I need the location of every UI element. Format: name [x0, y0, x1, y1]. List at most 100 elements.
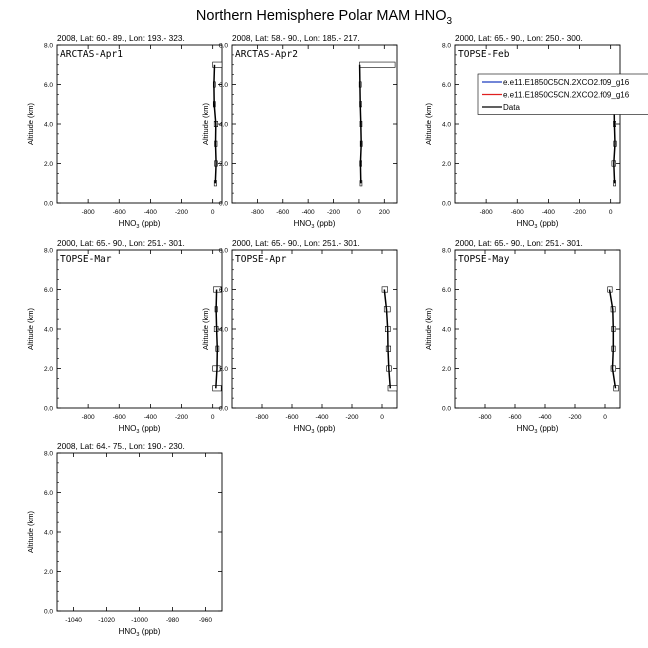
- y-tick-label: 2.0: [442, 366, 451, 373]
- y-tick-label: 6.0: [219, 287, 228, 294]
- x-tick-label: -800: [251, 209, 264, 216]
- panel-header: 2008, Lat: 58.- 90., Lon: 185.- 217.: [232, 33, 360, 43]
- y-axis-label: Altitude (km): [26, 102, 35, 145]
- plot-frame: [454, 44, 621, 204]
- x-tick-label: -800: [82, 414, 95, 421]
- panel-4: 2000, Lat: 65.- 90., Lon: 251.- 301. 0.0 2…: [26, 238, 223, 435]
- x-tick-label: -400: [302, 209, 315, 216]
- x-axis-label: HNO3 (ppb): [119, 627, 161, 638]
- x-tick-label: -600: [113, 209, 126, 216]
- x-axis-label: HNO3 (ppb): [294, 219, 336, 230]
- panel-2: 2008, Lat: 58.- 90., Lon: 185.- 217. 0.0 2…: [201, 33, 398, 230]
- data-box: [387, 385, 398, 392]
- y-tick-label: 6.0: [442, 82, 451, 89]
- x-tick-label: -200: [345, 414, 358, 421]
- y-axis-label: Altitude (km): [26, 510, 35, 553]
- y-tick-label: 2.0: [44, 366, 53, 373]
- data-profile-line: [383, 289, 392, 389]
- plot-frame: [56, 249, 223, 409]
- y-axis-label: Altitude (km): [424, 307, 433, 350]
- y-tick-label: 4.0: [44, 327, 53, 334]
- y-axis-label: Altitude (km): [201, 102, 210, 145]
- y-tick-label: 2.0: [44, 161, 53, 168]
- figure-title: Northern Hemisphere Polar MAM HNO3: [195, 8, 453, 27]
- x-tick-label: -600: [508, 414, 521, 421]
- campaign-label: TOPSE-Feb: [458, 49, 510, 60]
- plot-frame: [56, 452, 223, 612]
- y-tick-label: 0.0: [219, 406, 228, 413]
- panel-header: 2008, Lat: 60.- 89., Lon: 193.- 323.: [57, 33, 185, 43]
- panel-6: 2000, Lat: 65.- 90., Lon: 251.- 301. 0.0 2…: [424, 238, 621, 435]
- y-tick-label: 8.0: [44, 451, 53, 458]
- y-tick-label: 2.0: [442, 161, 451, 168]
- y-tick-label: 8.0: [44, 43, 53, 50]
- x-tick-label: -800: [255, 414, 268, 421]
- y-axis-label: Altitude (km): [201, 307, 210, 350]
- x-tick-label: -200: [573, 209, 586, 216]
- x-tick-label: -960: [199, 617, 212, 624]
- x-axis-label: HNO3 (ppb): [119, 219, 161, 230]
- y-tick-label: 6.0: [219, 82, 228, 89]
- x-tick-label: -200: [327, 209, 340, 216]
- x-tick-label: -1020: [98, 617, 115, 624]
- data-box: [359, 61, 396, 68]
- x-tick-label: 0: [211, 209, 215, 216]
- y-tick-label: 8.0: [219, 43, 228, 50]
- x-tick-label: 0: [357, 209, 361, 216]
- data-box: [213, 286, 222, 293]
- x-tick-label: -600: [276, 209, 289, 216]
- panel-7: 2008, Lat: 64.- 75., Lon: 190.- 230. 0.0 2…: [26, 441, 223, 638]
- y-tick-label: 6.0: [44, 287, 53, 294]
- y-tick-label: 8.0: [219, 248, 228, 255]
- y-tick-label: 0.0: [442, 406, 451, 413]
- legend-box: [477, 73, 648, 115]
- legend-label: Data: [503, 103, 520, 112]
- panel-header: 2000, Lat: 65.- 90., Lon: 251.- 301.: [455, 238, 583, 248]
- data-box: [212, 61, 223, 68]
- x-tick-label: -800: [478, 414, 491, 421]
- y-tick-label: 4.0: [219, 122, 228, 129]
- y-tick-label: 2.0: [44, 569, 53, 576]
- y-tick-label: 4.0: [44, 530, 53, 537]
- y-tick-label: 0.0: [442, 201, 451, 208]
- x-axis-label: HNO3 (ppb): [517, 219, 559, 230]
- x-axis-label: HNO3 (ppb): [119, 424, 161, 435]
- legend: e.e11.E1850C5CN.2XCO2.f09_g16 e.e11.E1850…: [477, 73, 648, 115]
- x-tick-label: 0: [211, 414, 215, 421]
- x-axis-label: HNO3 (ppb): [294, 424, 336, 435]
- campaign-label: ARCTAS-Apr1: [60, 49, 123, 60]
- y-tick-label: 8.0: [44, 248, 53, 255]
- x-axis-label: HNO3 (ppb): [517, 424, 559, 435]
- x-tick-label: -1000: [131, 617, 148, 624]
- legend-label: e.e11.E1850C5CN.2XCO2.f09_g16: [503, 78, 630, 87]
- campaign-label: TOPSE-Mar: [60, 254, 112, 265]
- panel-5: 2000, Lat: 65.- 90., Lon: 251.- 301. 0.0 2…: [201, 238, 398, 435]
- y-tick-label: 2.0: [219, 366, 228, 373]
- plot-frame: [231, 44, 398, 204]
- campaign-label: TOPSE-Apr: [235, 254, 287, 265]
- y-tick-label: 4.0: [44, 122, 53, 129]
- panel-header: 2000, Lat: 65.- 90., Lon: 251.- 301.: [232, 238, 360, 248]
- campaign-label: ARCTAS-Apr2: [235, 49, 298, 60]
- data-box: [212, 385, 222, 392]
- x-tick-label: -600: [511, 209, 524, 216]
- data-profile-line: [358, 64, 362, 184]
- y-tick-label: 4.0: [219, 327, 228, 334]
- x-tick-label: -400: [144, 209, 157, 216]
- x-tick-label: 200: [379, 209, 390, 216]
- y-tick-label: 0.0: [44, 609, 53, 616]
- panel-header: 2000, Lat: 65.- 90., Lon: 251.- 301.: [57, 238, 185, 248]
- plot-frame: [231, 249, 398, 409]
- x-tick-label: 0: [609, 209, 613, 216]
- y-tick-label: 6.0: [442, 287, 451, 294]
- y-tick-label: 0.0: [219, 201, 228, 208]
- x-tick-label: -800: [480, 209, 493, 216]
- legend-label: e.e11.E1850C5CN.2XCO2.f09_g16: [503, 91, 630, 100]
- y-tick-label: 4.0: [442, 327, 451, 334]
- plot-frame: [56, 44, 223, 204]
- y-tick-label: 6.0: [44, 490, 53, 497]
- x-tick-label: -400: [144, 414, 157, 421]
- y-tick-label: 8.0: [442, 43, 451, 50]
- data-profile-line: [215, 289, 219, 389]
